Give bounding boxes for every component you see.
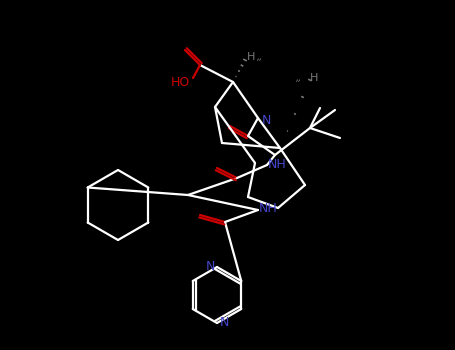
Text: ,,: ,, — [257, 52, 263, 62]
Text: NH: NH — [268, 159, 286, 172]
Text: N: N — [205, 260, 215, 273]
Text: NH: NH — [258, 203, 278, 216]
Text: H: H — [247, 52, 255, 62]
Text: H: H — [310, 73, 318, 83]
Text: N: N — [219, 316, 229, 329]
Text: HO: HO — [170, 76, 190, 89]
Text: N: N — [261, 113, 271, 126]
Text: ,,: ,, — [296, 73, 302, 83]
